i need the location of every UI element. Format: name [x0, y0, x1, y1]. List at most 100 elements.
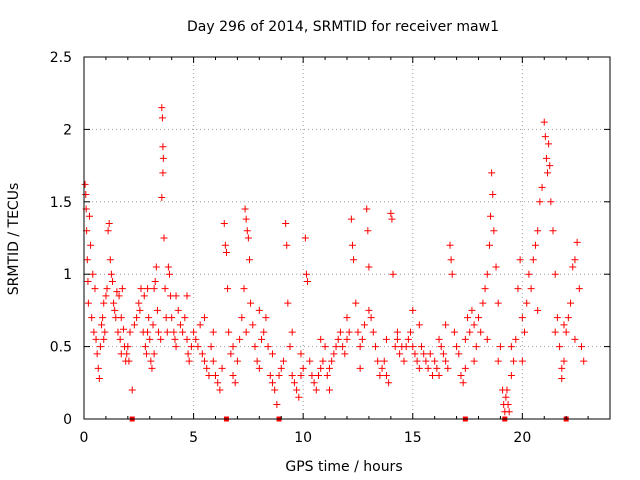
data-point: [481, 285, 489, 293]
data-point: [341, 350, 349, 358]
data-point: [116, 335, 124, 343]
data-point: [111, 306, 119, 314]
data-point: [321, 343, 329, 351]
data-point: [415, 364, 423, 372]
data-point: [90, 328, 98, 336]
data-point: [461, 335, 469, 343]
data-point: [516, 256, 524, 264]
data-point: [459, 379, 467, 387]
data-point: [130, 321, 138, 329]
data-point: [220, 220, 228, 228]
y-tick-label: 1.5: [50, 195, 72, 211]
data-point: [325, 364, 333, 372]
data-point: [396, 350, 404, 358]
data-point: [190, 328, 198, 336]
data-point: [534, 306, 542, 314]
data-point: [160, 234, 168, 242]
data-point: [209, 328, 217, 336]
data-point: [268, 379, 276, 387]
y-tick-label: 1: [63, 267, 72, 283]
x-tick-label: 5: [189, 430, 198, 446]
data-point: [100, 335, 108, 343]
data-point: [418, 343, 426, 351]
data-point: [562, 328, 570, 336]
data-point: [117, 314, 125, 322]
data-point: [560, 357, 568, 365]
data-point: [330, 350, 338, 358]
data-point: [510, 357, 518, 365]
data-point: [578, 343, 586, 351]
data-point: [536, 198, 544, 206]
data-point: [308, 372, 316, 380]
data-point: [496, 343, 504, 351]
data-point: [141, 343, 149, 351]
data-point: [483, 335, 491, 343]
data-point: [145, 314, 153, 322]
data-point: [227, 350, 235, 358]
data-point: [128, 386, 136, 394]
data-point: [170, 328, 178, 336]
data-point: [483, 270, 491, 278]
data-point: [356, 364, 364, 372]
data-point: [470, 357, 478, 365]
data-point: [224, 285, 232, 293]
data-point: [242, 328, 250, 336]
data-point: [343, 314, 351, 322]
data-point: [350, 256, 358, 264]
data-point: [163, 328, 171, 336]
data-point: [518, 357, 526, 365]
data-point: [464, 314, 472, 322]
data-point: [172, 292, 180, 300]
data-point: [149, 321, 157, 329]
data-point: [102, 292, 110, 300]
data-point: [168, 314, 176, 322]
data-point: [433, 364, 441, 372]
data-point: [343, 335, 351, 343]
data-point: [101, 328, 109, 336]
data-point: [205, 372, 213, 380]
data-point: [580, 357, 588, 365]
data-point: [155, 328, 163, 336]
data-point: [150, 350, 158, 358]
data-point: [376, 372, 384, 380]
data-point: [93, 350, 101, 358]
data-point: [477, 328, 485, 336]
data-point: [225, 328, 233, 336]
x-tick-label: 10: [294, 430, 312, 446]
data-point: [365, 306, 373, 314]
data-point: [571, 335, 579, 343]
data-point: [110, 299, 118, 307]
data-point: [222, 248, 230, 256]
data-point: [347, 215, 355, 223]
data-point: [544, 169, 552, 177]
data-point: [400, 357, 408, 365]
data-point: [82, 191, 90, 199]
data-point: [439, 350, 447, 358]
data-point: [374, 357, 382, 365]
data-point: [507, 343, 515, 351]
data-point: [288, 328, 296, 336]
data-point: [255, 364, 263, 372]
data-point: [172, 343, 180, 351]
data-point: [371, 343, 379, 351]
y-tick-label: 2.5: [50, 50, 72, 66]
data-point: [413, 357, 421, 365]
data-point: [391, 343, 399, 351]
data-point: [159, 143, 167, 151]
data-point: [297, 350, 305, 358]
data-point: [192, 335, 200, 343]
data-point: [367, 314, 375, 322]
data-point: [236, 335, 244, 343]
x-axis-label: GPS time / hours: [285, 459, 402, 475]
data-point: [295, 393, 303, 401]
data-point: [268, 350, 276, 358]
data-point: [96, 343, 104, 351]
data-point: [457, 372, 465, 380]
data-point: [502, 393, 510, 401]
data-point: [545, 140, 553, 148]
data-point: [153, 306, 161, 314]
data-point: [89, 270, 97, 278]
data-point: [88, 314, 96, 322]
data-point: [558, 364, 566, 372]
data-point: [262, 314, 270, 322]
